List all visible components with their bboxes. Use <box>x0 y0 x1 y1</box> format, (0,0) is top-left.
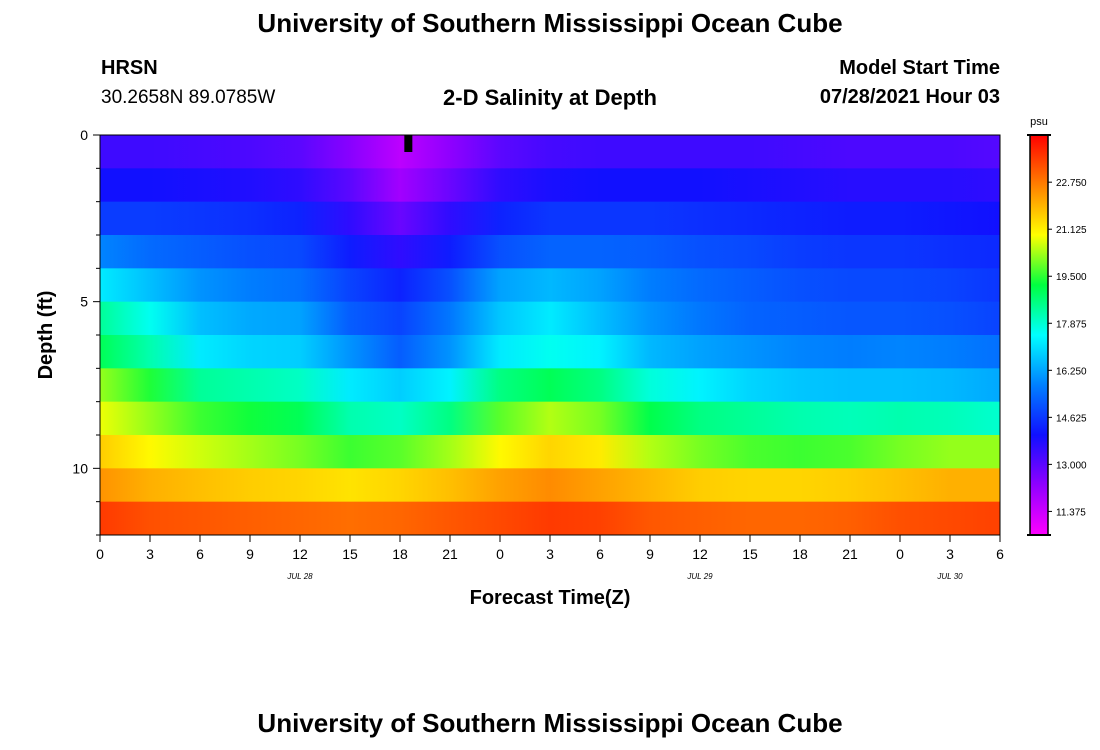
x-tick-label: 3 <box>146 546 154 562</box>
footer-title: University of Southern Mississippi Ocean… <box>257 708 843 738</box>
station-coordinates: 30.2658N 89.0785W <box>101 87 276 108</box>
x-tick-label: 6 <box>196 546 204 562</box>
colorbar-tick-label: 14.625 <box>1056 413 1087 424</box>
heatmap-row <box>100 401 1000 436</box>
x-tick-label: 0 <box>896 546 904 562</box>
model-start-time: 07/28/2021 Hour 03 <box>819 86 1000 108</box>
x-tick-label: 6 <box>596 546 604 562</box>
colorbar: psu 11.375 13.000 14.625 16.250 17.875 19.500 2… <box>1027 116 1087 536</box>
date-label: JUL 30 <box>936 572 963 581</box>
x-tick-label: 0 <box>96 546 104 562</box>
heatmap-row <box>100 501 1000 536</box>
x-tick-label: 21 <box>842 546 858 562</box>
date-label: JUL 29 <box>686 572 713 581</box>
y-tick-label: 10 <box>72 460 88 476</box>
x-tick-label: 6 <box>996 546 1004 562</box>
colorbar-bar <box>1029 134 1049 536</box>
date-label: JUL 28 <box>286 572 313 581</box>
heatmap-row <box>100 301 1000 336</box>
colorbar-tick-label: 19.500 <box>1056 272 1087 283</box>
heatmap-row <box>100 135 1000 169</box>
x-tick-label: 9 <box>246 546 254 562</box>
heatmap-row <box>100 235 1000 269</box>
x-tick-label: 18 <box>392 546 408 562</box>
x-tick-label: 21 <box>442 546 458 562</box>
x-axis-label: Forecast Time(Z) <box>470 587 631 609</box>
y-tick-label: 0 <box>80 127 88 143</box>
colorbar-tick-label: 11.375 <box>1056 507 1086 518</box>
x-tick-label: 15 <box>342 546 358 562</box>
colorbar-tick-label: 22.750 <box>1056 178 1087 189</box>
now-marker <box>404 135 413 152</box>
x-tick-label: 0 <box>496 546 504 562</box>
model-start-label: Model Start Time <box>839 57 1000 79</box>
x-tick-label: 18 <box>792 546 808 562</box>
page-title: University of Southern Mississippi Ocean… <box>257 8 843 38</box>
heatmap-row <box>100 335 1000 369</box>
colorbar-tick-label: 21.125 <box>1056 225 1087 236</box>
x-tick-label: 15 <box>742 546 758 562</box>
heatmap-row <box>100 168 1000 203</box>
colorbar-tick-label: 13.000 <box>1056 460 1087 471</box>
heatmap-row <box>100 368 1000 403</box>
x-tick-label: 3 <box>546 546 554 562</box>
x-tick-label: 9 <box>646 546 654 562</box>
x-tick-label: 12 <box>692 546 708 562</box>
heatmap-row <box>100 435 1000 469</box>
x-tick-label: 3 <box>946 546 954 562</box>
heatmap-cells <box>100 135 1000 536</box>
colorbar-tick-label: 17.875 <box>1056 319 1087 330</box>
x-tick-label: 12 <box>292 546 308 562</box>
heatmap-row <box>100 468 1000 503</box>
colorbar-units: psu <box>1030 116 1048 128</box>
plot-title: 2-D Salinity at Depth <box>443 85 657 110</box>
y-axis-label: Depth (ft) <box>35 291 57 380</box>
heatmap-row <box>100 268 1000 303</box>
station-name: HRSN <box>101 57 158 79</box>
colorbar-tick-label: 16.250 <box>1056 366 1087 377</box>
heatmap-row <box>100 201 1000 236</box>
y-tick-label: 5 <box>80 294 88 310</box>
